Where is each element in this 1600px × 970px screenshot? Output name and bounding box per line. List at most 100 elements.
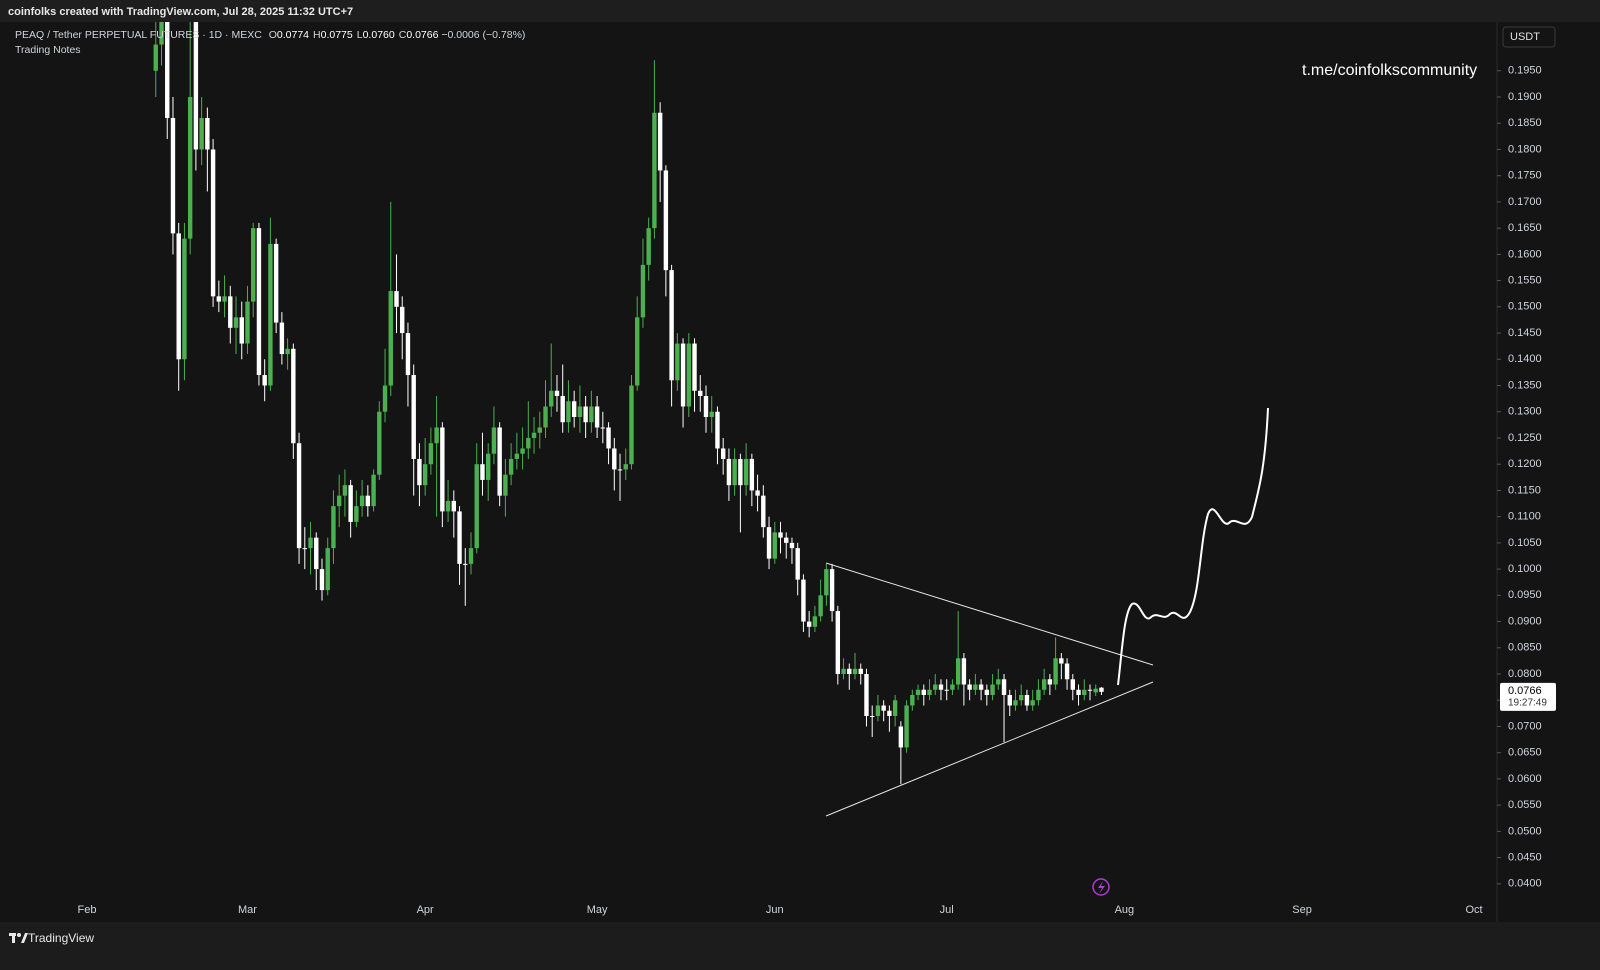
candle-body <box>915 689 921 695</box>
candle-body <box>445 500 451 512</box>
candle-body <box>1047 679 1053 685</box>
candle-body <box>239 317 244 344</box>
candle-body <box>1070 679 1076 690</box>
y-tick-label: 0.0400 <box>1508 878 1542 890</box>
candle-body <box>1082 689 1087 695</box>
triangle-upper-line <box>825 562 1154 666</box>
ohlc-key: H <box>313 29 321 41</box>
candle-body <box>193 22 199 150</box>
candle-body <box>526 437 531 449</box>
candle-body <box>428 443 434 465</box>
candle-body <box>692 343 697 391</box>
candle-body <box>554 390 560 397</box>
candle-body <box>600 427 606 429</box>
candle-body <box>371 474 376 507</box>
y-tick-label: 0.1700 <box>1508 196 1542 208</box>
y-tick-label: 0.1250 <box>1508 432 1542 444</box>
candle-body <box>1036 689 1041 701</box>
candle-body <box>910 694 915 706</box>
candle-body <box>170 117 176 234</box>
candle-body <box>801 579 806 622</box>
footer: TradingView <box>0 922 1600 970</box>
candle-body <box>251 228 256 302</box>
currency-box[interactable] <box>1502 26 1556 48</box>
candle-body <box>927 689 932 695</box>
triangle-lower-line <box>825 681 1154 817</box>
candle-body <box>560 396 565 423</box>
ohlc-key: C <box>398 29 407 41</box>
candle-body <box>606 427 611 449</box>
candle-body <box>411 375 416 459</box>
candle-body <box>1007 694 1012 706</box>
y-tick-label: 0.0550 <box>1508 799 1542 811</box>
candle-body <box>165 22 170 118</box>
candle-body <box>680 343 686 407</box>
candle-body <box>835 611 841 675</box>
candle-body <box>348 485 353 522</box>
candle-body <box>990 684 995 695</box>
candle-body <box>749 458 755 491</box>
candle-body <box>153 44 158 71</box>
y-tick-label: 0.1300 <box>1508 406 1542 418</box>
candle-body <box>377 411 382 475</box>
candle-body <box>594 406 600 428</box>
candle-body <box>583 406 588 423</box>
candle-body <box>537 427 542 433</box>
candle-body <box>463 563 468 565</box>
candle-body <box>996 679 1001 685</box>
trading-notes[interactable]: Trading Notes <box>15 44 81 56</box>
candle-body <box>222 296 227 302</box>
candle-body <box>887 710 892 716</box>
candle-body <box>720 448 726 459</box>
y-tick-label: 0.0900 <box>1508 615 1542 627</box>
candle-body <box>405 333 411 376</box>
candle-body <box>302 548 307 550</box>
y-tick-label: 0.1000 <box>1508 563 1542 575</box>
candle-body <box>514 453 520 459</box>
candle-body <box>216 296 222 302</box>
candle-body <box>400 306 405 334</box>
x-tick-label: Jun <box>766 904 784 916</box>
y-tick-label: 0.1600 <box>1508 248 1542 260</box>
y-tick-label: 0.1050 <box>1508 537 1542 549</box>
y-tick-label: 0.0850 <box>1508 642 1542 654</box>
candle-body <box>829 569 835 612</box>
x-tick-label: Mar <box>238 904 257 916</box>
candle-body <box>503 474 508 496</box>
candle-body <box>1053 658 1058 685</box>
x-tick-label: Aug <box>1115 904 1135 916</box>
candle-body <box>652 112 657 229</box>
candle-body <box>1064 663 1070 680</box>
x-tick-label: Oct <box>1465 904 1482 916</box>
y-tick-label: 0.1800 <box>1508 143 1542 155</box>
candle-body <box>491 427 497 454</box>
y-tick-label: 0.1150 <box>1508 484 1541 496</box>
candle-body <box>388 291 393 386</box>
currency[interactable]: USDT <box>1510 31 1540 43</box>
candle-body <box>743 458 749 486</box>
candle-body <box>1099 687 1104 692</box>
alert-icon[interactable] <box>1092 878 1110 896</box>
ohlc-value: 0.0775 <box>320 29 353 41</box>
candle-body <box>531 432 537 438</box>
candle-body <box>577 406 583 417</box>
y-tick-label: 0.1200 <box>1508 458 1542 470</box>
candle-body <box>205 117 210 150</box>
candle-body <box>795 548 800 580</box>
candle-body <box>228 296 233 328</box>
candle-body <box>1087 689 1093 691</box>
y-tick-label: 0.1900 <box>1508 91 1542 103</box>
candle-body <box>841 668 846 675</box>
candle-body <box>245 301 250 344</box>
candle-body <box>365 495 371 507</box>
candle-body <box>434 427 439 444</box>
candle-body <box>635 317 640 386</box>
candle-body <box>806 621 812 627</box>
candle-body <box>675 343 680 381</box>
candle-body <box>256 228 262 376</box>
y-tick-label: 0.0700 <box>1508 720 1542 732</box>
candle-body <box>457 511 462 564</box>
candle-body <box>950 684 955 690</box>
y-tick-label: 0.1400 <box>1508 353 1542 365</box>
candle-body <box>382 385 388 412</box>
